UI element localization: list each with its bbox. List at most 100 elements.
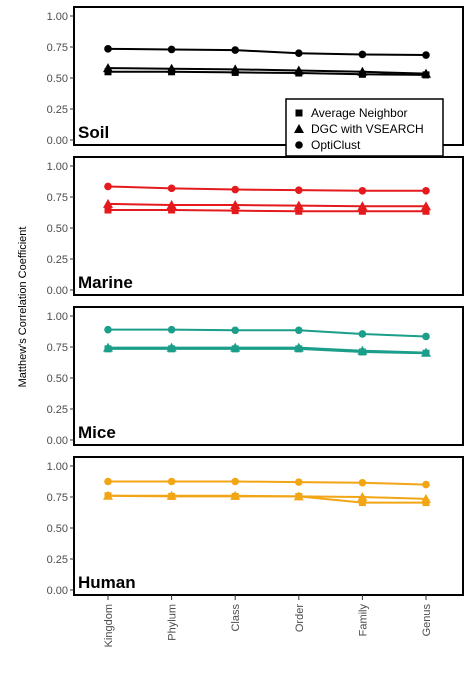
data-point-circle — [231, 185, 239, 194]
y-tick-label: 0.00 — [47, 285, 68, 297]
data-point-triangle — [230, 342, 241, 352]
series-line — [107, 67, 427, 75]
x-tick-label: Family — [357, 604, 369, 637]
x-tick-label: Order — [294, 604, 306, 632]
data-point-square — [422, 207, 430, 215]
series-line — [108, 494, 427, 500]
data-point-square — [231, 207, 239, 215]
series-line — [107, 47, 427, 57]
data-point-triangle — [103, 198, 113, 208]
y-tick-label: 0.75 — [47, 342, 68, 354]
data-point-circle — [104, 477, 112, 486]
data-point-triangle — [357, 66, 368, 76]
data-point-circle — [422, 480, 430, 489]
panel-border — [73, 456, 464, 596]
data-point-triangle — [166, 63, 177, 73]
data-point-triangle — [293, 200, 304, 210]
data-point-circle — [104, 325, 112, 334]
legend-box — [285, 98, 444, 157]
y-tick-label: 0.75 — [47, 492, 68, 504]
data-point-triangle — [103, 63, 113, 73]
series-line — [108, 209, 426, 213]
y-tick-label: 0.50 — [47, 373, 68, 385]
data-point-triangle — [421, 347, 431, 357]
data-point-circle — [358, 478, 367, 487]
data-point-circle — [167, 184, 176, 193]
chart-panels: 0.00 0.25 0.50 0.75 1.00 Soil 0.00 0.25 0.50 0.75… — [47, 6, 464, 597]
y-tick-label: 0.25 — [47, 254, 68, 266]
y-tick-label: 0.25 — [47, 554, 68, 566]
series-line — [108, 347, 427, 355]
series-opticlust — [104, 45, 430, 59]
data-point-triangle — [293, 491, 304, 501]
y-tick-label: 0.75 — [47, 192, 68, 204]
y-tick-label: 0.00 — [47, 435, 68, 447]
x-tick-label: Genus — [421, 604, 433, 637]
data-point-circle — [358, 187, 367, 195]
series-dgc-with-vsearch — [103, 342, 431, 357]
panel-mice: 0.00 0.25 0.50 0.75 1.00 Mice — [47, 306, 464, 447]
legend: Average Neighbor DGC with VSEARCH OptiClus… — [285, 98, 444, 157]
panel-soil: 0.00 0.25 0.50 0.75 1.00 Soil — [47, 6, 464, 147]
data-point-triangle — [166, 342, 177, 352]
data-point-circle — [295, 49, 303, 57]
y-tick-label: 0.50 — [47, 73, 68, 85]
y-tick-label: 1.00 — [47, 311, 68, 323]
legend-entry-label: DGC with VSEARCH — [311, 122, 424, 136]
data-point-triangle — [166, 200, 177, 210]
series-line — [107, 185, 426, 192]
y-tick-label: 0.00 — [47, 585, 68, 597]
data-point-circle — [422, 51, 430, 59]
y-tick-label: 0.00 — [47, 135, 68, 147]
legend-marker-triangle — [294, 124, 304, 133]
data-point-circle — [167, 477, 176, 486]
x-tick-label: Class — [230, 604, 242, 632]
series-opticlust — [104, 477, 430, 489]
series-opticlust — [104, 182, 430, 195]
panel-label: Mice — [78, 423, 116, 442]
data-point-triangle — [293, 342, 304, 352]
data-point-triangle — [421, 68, 431, 78]
series-opticlust — [104, 325, 430, 341]
panel-label: Marine — [78, 273, 133, 292]
series-line — [107, 202, 426, 208]
y-tick-label: 0.50 — [47, 523, 68, 535]
data-point-circle — [295, 478, 303, 486]
y-tick-label: 0.25 — [47, 404, 68, 416]
data-point-circle — [422, 332, 430, 341]
legend-entry-label: OptiClust — [311, 138, 361, 152]
panel-label: Human — [78, 573, 136, 592]
legend-entry-label: Average Neighbor — [311, 106, 408, 120]
data-point-circle — [295, 186, 303, 194]
series-dgc-with-vsearch — [103, 490, 431, 503]
data-point-triangle — [230, 200, 241, 210]
data-point-square — [358, 499, 366, 507]
y-tick-label: 0.50 — [47, 223, 68, 235]
data-point-triangle — [230, 490, 241, 500]
data-point-square — [358, 207, 366, 215]
data-point-triangle — [166, 490, 177, 500]
data-point-square — [295, 207, 303, 215]
panel-marine: 0.00 0.25 0.50 0.75 1.00 Marine — [47, 156, 464, 297]
data-point-triangle — [103, 490, 113, 500]
x-tick-label: Kingdom — [103, 604, 115, 647]
series-line — [108, 346, 427, 354]
panel-human: 0.00 0.25 0.50 0.75 1.00 Human — [47, 456, 464, 597]
panel-border — [73, 156, 464, 296]
data-point-circle — [231, 46, 239, 54]
y-axis-label: Matthew's Correlation Coefficient — [17, 227, 29, 388]
data-point-square — [168, 206, 176, 214]
data-point-circle — [167, 45, 176, 54]
y-tick-label: 1.00 — [47, 161, 68, 173]
series-dgc-with-vsearch — [103, 63, 431, 78]
data-point-triangle — [230, 64, 241, 74]
data-point-square — [104, 206, 112, 214]
data-point-circle — [231, 477, 239, 486]
panel-label: Soil — [78, 123, 109, 142]
y-tick-label: 0.25 — [47, 104, 68, 116]
series-dgc-with-vsearch — [103, 198, 431, 211]
data-point-circle — [167, 325, 176, 334]
data-point-circle — [231, 326, 239, 335]
panel-border — [73, 306, 464, 446]
